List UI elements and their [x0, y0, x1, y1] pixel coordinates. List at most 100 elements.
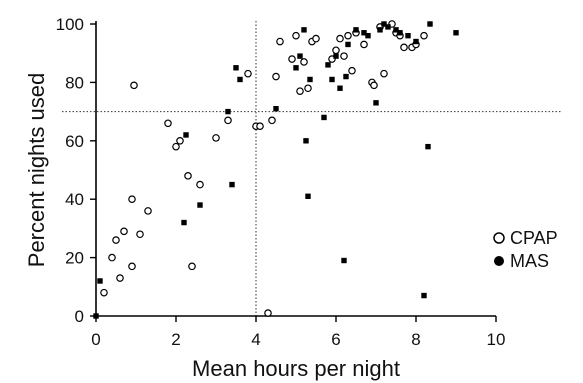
legend-label-cpap: CPAP — [510, 228, 558, 248]
data-point-mas — [329, 76, 335, 83]
data-point-cpap — [172, 142, 180, 151]
data-point-mas — [303, 138, 309, 144]
legend: CPAP MAS — [493, 228, 558, 271]
data-point-cpap — [288, 55, 296, 63]
y-tick-label: 0 — [75, 307, 84, 326]
legend-label-mas: MAS — [510, 251, 549, 271]
data-point-cpap — [128, 262, 136, 271]
data-point-cpap — [264, 309, 272, 317]
data-point-mas — [233, 65, 239, 71]
data-point-cpap — [128, 195, 136, 204]
data-point-mas — [225, 108, 231, 115]
data-point-cpap — [224, 116, 232, 125]
data-point-cpap — [116, 274, 124, 282]
data-point-cpap — [244, 69, 252, 78]
data-point-cpap — [136, 230, 144, 239]
data-point-mas — [229, 181, 235, 188]
data-point-cpap — [112, 236, 120, 244]
data-point-mas — [93, 313, 99, 319]
data-point-mas — [337, 85, 343, 91]
data-point-mas — [427, 21, 433, 27]
data-point-cpap — [312, 34, 320, 43]
data-point-cpap — [196, 180, 204, 189]
data-point-cpap — [420, 31, 428, 40]
data-point-cpap — [300, 58, 308, 66]
data-point-cpap — [292, 31, 300, 40]
data-point-cpap — [304, 84, 312, 93]
data-point-mas — [405, 32, 411, 39]
data-point-cpap — [380, 69, 388, 78]
data-point-mas — [425, 143, 431, 150]
data-point-cpap — [340, 52, 348, 60]
data-point-cpap — [296, 87, 304, 95]
data-point-cpap — [188, 262, 196, 271]
y-tick-label: 100 — [56, 15, 84, 34]
data-point-mas — [421, 292, 427, 299]
data-point-cpap — [120, 227, 128, 236]
data-point-cpap — [370, 81, 378, 90]
data-point-cpap — [268, 116, 276, 125]
data-point-mas — [341, 257, 347, 264]
data-point-cpap — [212, 134, 220, 142]
data-point-cpap — [184, 172, 192, 180]
data-point-mas — [197, 202, 203, 208]
data-point-mas — [381, 21, 387, 27]
data-point-cpap — [360, 40, 368, 49]
x-tick-label: 8 — [411, 330, 420, 349]
data-point-cpap — [256, 122, 264, 131]
data-point-mas — [293, 65, 299, 71]
data-point-cpap — [100, 288, 108, 297]
data-point-mas — [365, 32, 371, 39]
data-point-mas — [183, 132, 189, 138]
data-point-mas — [321, 114, 327, 121]
data-point-cpap — [332, 46, 340, 55]
x-tick-label: 6 — [331, 330, 340, 349]
x-axis-label: Mean hours per night — [192, 356, 400, 381]
x-tick-label: 10 — [487, 330, 506, 349]
legend-marker-mas — [494, 256, 504, 266]
x-tick-label: 4 — [251, 330, 260, 349]
data-point-mas — [97, 278, 103, 284]
data-point-mas — [307, 76, 313, 83]
data-point-cpap — [176, 137, 184, 145]
y-tick-label: 40 — [65, 190, 84, 209]
data-point-cpap — [144, 207, 152, 215]
data-point-mas — [273, 105, 279, 112]
x-tick-label: 0 — [91, 330, 100, 349]
data-point-cpap — [272, 72, 280, 81]
y-tick-label: 20 — [65, 249, 84, 268]
data-point-mas — [343, 73, 349, 80]
y-tick-label: 60 — [65, 132, 84, 151]
y-tick-label: 80 — [65, 73, 84, 92]
data-point-cpap — [348, 66, 356, 75]
data-point-mas — [385, 24, 391, 30]
y-axis-label: Percent nights used — [24, 73, 49, 267]
data-point-mas — [325, 62, 331, 68]
data-point-mas — [305, 193, 311, 199]
x-tick-label: 2 — [171, 330, 180, 349]
data-point-mas — [353, 27, 359, 33]
data-point-cpap — [108, 253, 116, 262]
data-point-cpap — [344, 31, 352, 40]
data-point-mas — [453, 30, 459, 36]
data-point-cpap — [164, 119, 172, 128]
data-point-mas — [333, 53, 339, 59]
data-point-mas — [393, 27, 399, 33]
data-point-cpap — [336, 34, 344, 43]
data-point-mas — [361, 30, 367, 36]
data-point-mas — [373, 100, 379, 106]
data-point-mas — [237, 76, 243, 83]
data-point-mas — [413, 38, 419, 45]
data-point-mas — [181, 219, 187, 226]
data-point-cpap — [130, 81, 138, 90]
data-point-mas — [301, 27, 307, 33]
data-point-mas — [377, 27, 383, 33]
data-point-mas — [345, 41, 351, 48]
data-point-mas — [297, 53, 303, 59]
data-point-cpap — [276, 37, 284, 46]
legend-marker-cpap — [493, 232, 505, 244]
data-point-cpap — [400, 43, 408, 52]
data-point-mas — [397, 30, 403, 36]
